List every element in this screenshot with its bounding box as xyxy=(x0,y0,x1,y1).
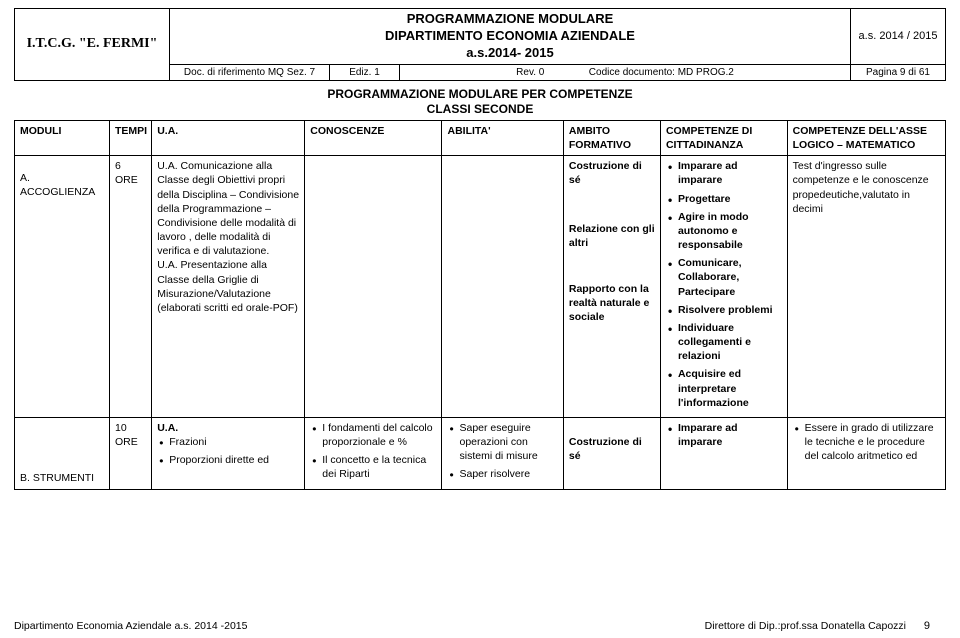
rev: Rev. 0 xyxy=(516,67,544,78)
doc-ref: Doc. di riferimento MQ Sez. 7 xyxy=(170,64,330,80)
header-row: MODULI TEMPI U.A. CONOSCENZE ABILITA' AM… xyxy=(15,120,946,155)
ua-b2: Proporzioni dirette ed xyxy=(157,453,299,467)
row-a: A. ACCOGLIENZA 6 ORE U.A. Comunicazione … xyxy=(15,156,946,418)
col-ambito: AMBITO FORMATIVO xyxy=(563,120,660,155)
modulo-a-label: A. ACCOGLIENZA xyxy=(20,172,95,198)
col-comp-asse: COMPETENZE DELL'ASSE LOGICO – MATEMATICO xyxy=(787,120,945,155)
pagina: Pagina 9 di 61 xyxy=(851,64,946,80)
con-b2: Il concetto e la tecnica dei Riparti xyxy=(310,453,436,481)
comp-c4: Comunicare, Collaborare, Partecipare xyxy=(666,256,782,299)
ambito-a3: Rapporto con la realtà naturale e social… xyxy=(569,282,655,325)
ambito-b-label: Costruzione di sé xyxy=(569,435,655,463)
codice: Codice documento: MD PROG.2 xyxy=(589,67,734,78)
row-b: B. STRUMENTI 10 ORE U.A. Frazioni Propor… xyxy=(15,417,946,489)
ua-a: U.A. Comunicazione alla Classe degli Obi… xyxy=(152,156,305,418)
comp-asse-b1: Essere in grado di utilizzare le tecnich… xyxy=(793,421,940,464)
col-moduli: MODULI xyxy=(15,120,110,155)
logo-cell: I.T.C.G. "E. FERMI" xyxy=(15,9,170,81)
abil-b2: Saper risolvere xyxy=(447,467,557,481)
col-comp-cittadinanza: COMPETENZE DI CITTADINANZA xyxy=(660,120,787,155)
comp-c3: Agire in modo autonomo e responsabile xyxy=(666,210,782,253)
con-b1: I fondamenti del calcolo proporzionale e… xyxy=(310,421,436,449)
ambito-b: Costruzione di sé xyxy=(563,417,660,489)
abilita-a xyxy=(442,156,563,418)
modulo-a: A. ACCOGLIENZA xyxy=(15,156,110,418)
comp-c5: Risolvere problemi xyxy=(666,303,782,317)
col-abilita: ABILITA' xyxy=(442,120,563,155)
tempi-a: 6 ORE xyxy=(110,156,152,418)
section-line1: PROGRAMMAZIONE MODULARE PER COMPETENZE xyxy=(14,87,946,103)
ambito-a1: Costruzione di sé xyxy=(569,159,655,187)
modulo-b: B. STRUMENTI xyxy=(15,417,110,489)
abilita-b: Saper eseguire operazioni con sistemi di… xyxy=(442,417,563,489)
ua-b1: Frazioni xyxy=(157,435,299,449)
footer: Dipartimento Economia Aziendale a.s. 201… xyxy=(14,620,946,632)
section-title: PROGRAMMAZIONE MODULARE PER COMPETENZE C… xyxy=(14,87,946,118)
ambito-a: Costruzione di sé Relazione con gli altr… xyxy=(563,156,660,418)
footer-right: Direttore di Dip.:prof.ssa Donatella Cap… xyxy=(705,620,906,632)
ua-b: U.A. Frazioni Proporzioni dirette ed xyxy=(152,417,305,489)
title-line1: PROGRAMMAZIONE MODULARE xyxy=(176,11,844,28)
comp-c7: Acquisire ed interpretare l'informazione xyxy=(666,367,782,410)
rev-codice: Rev. 0 Codice documento: MD PROG.2 xyxy=(400,64,851,80)
comp-cit-b: Imparare ad imparare xyxy=(660,417,787,489)
header-title: PROGRAMMAZIONE MODULARE DIPARTIMENTO ECO… xyxy=(170,9,851,65)
comp-c1: Imparare ad imparare xyxy=(666,159,782,187)
ediz: Ediz. 1 xyxy=(330,64,400,80)
conoscenze-b: I fondamenti del calcolo proporzionale e… xyxy=(305,417,442,489)
conoscenze-a xyxy=(305,156,442,418)
header-table: I.T.C.G. "E. FERMI" PROGRAMMAZIONE MODUL… xyxy=(14,8,946,81)
as-cell: a.s. 2014 / 2015 xyxy=(851,9,946,65)
title-line3: a.s.2014- 2015 xyxy=(176,45,844,62)
section-line2: CLASSI SECONDE xyxy=(14,102,946,118)
page-number: 9 xyxy=(924,620,930,632)
col-ua: U.A. xyxy=(152,120,305,155)
comp-asse-b: Essere in grado di utilizzare le tecnich… xyxy=(787,417,945,489)
comp-cit-a: Imparare ad imparare Progettare Agire in… xyxy=(660,156,787,418)
comp-c2: Progettare xyxy=(666,192,782,206)
comp-cit-b1: Imparare ad imparare xyxy=(666,421,782,449)
title-line2: DIPARTIMENTO ECONOMIA AZIENDALE xyxy=(176,28,844,45)
comp-c6: Individuare collegamenti e relazioni xyxy=(666,321,782,364)
ambito-a2: Relazione con gli altri xyxy=(569,222,655,250)
ua-b-title: U.A. xyxy=(157,421,299,435)
col-tempi: TEMPI xyxy=(110,120,152,155)
main-table: MODULI TEMPI U.A. CONOSCENZE ABILITA' AM… xyxy=(14,120,946,490)
abil-b1: Saper eseguire operazioni con sistemi di… xyxy=(447,421,557,464)
tempi-b: 10 ORE xyxy=(110,417,152,489)
col-conoscenze: CONOSCENZE xyxy=(305,120,442,155)
footer-left: Dipartimento Economia Aziendale a.s. 201… xyxy=(14,620,247,632)
comp-asse-a: Test d'ingresso sulle competenze e le co… xyxy=(787,156,945,418)
